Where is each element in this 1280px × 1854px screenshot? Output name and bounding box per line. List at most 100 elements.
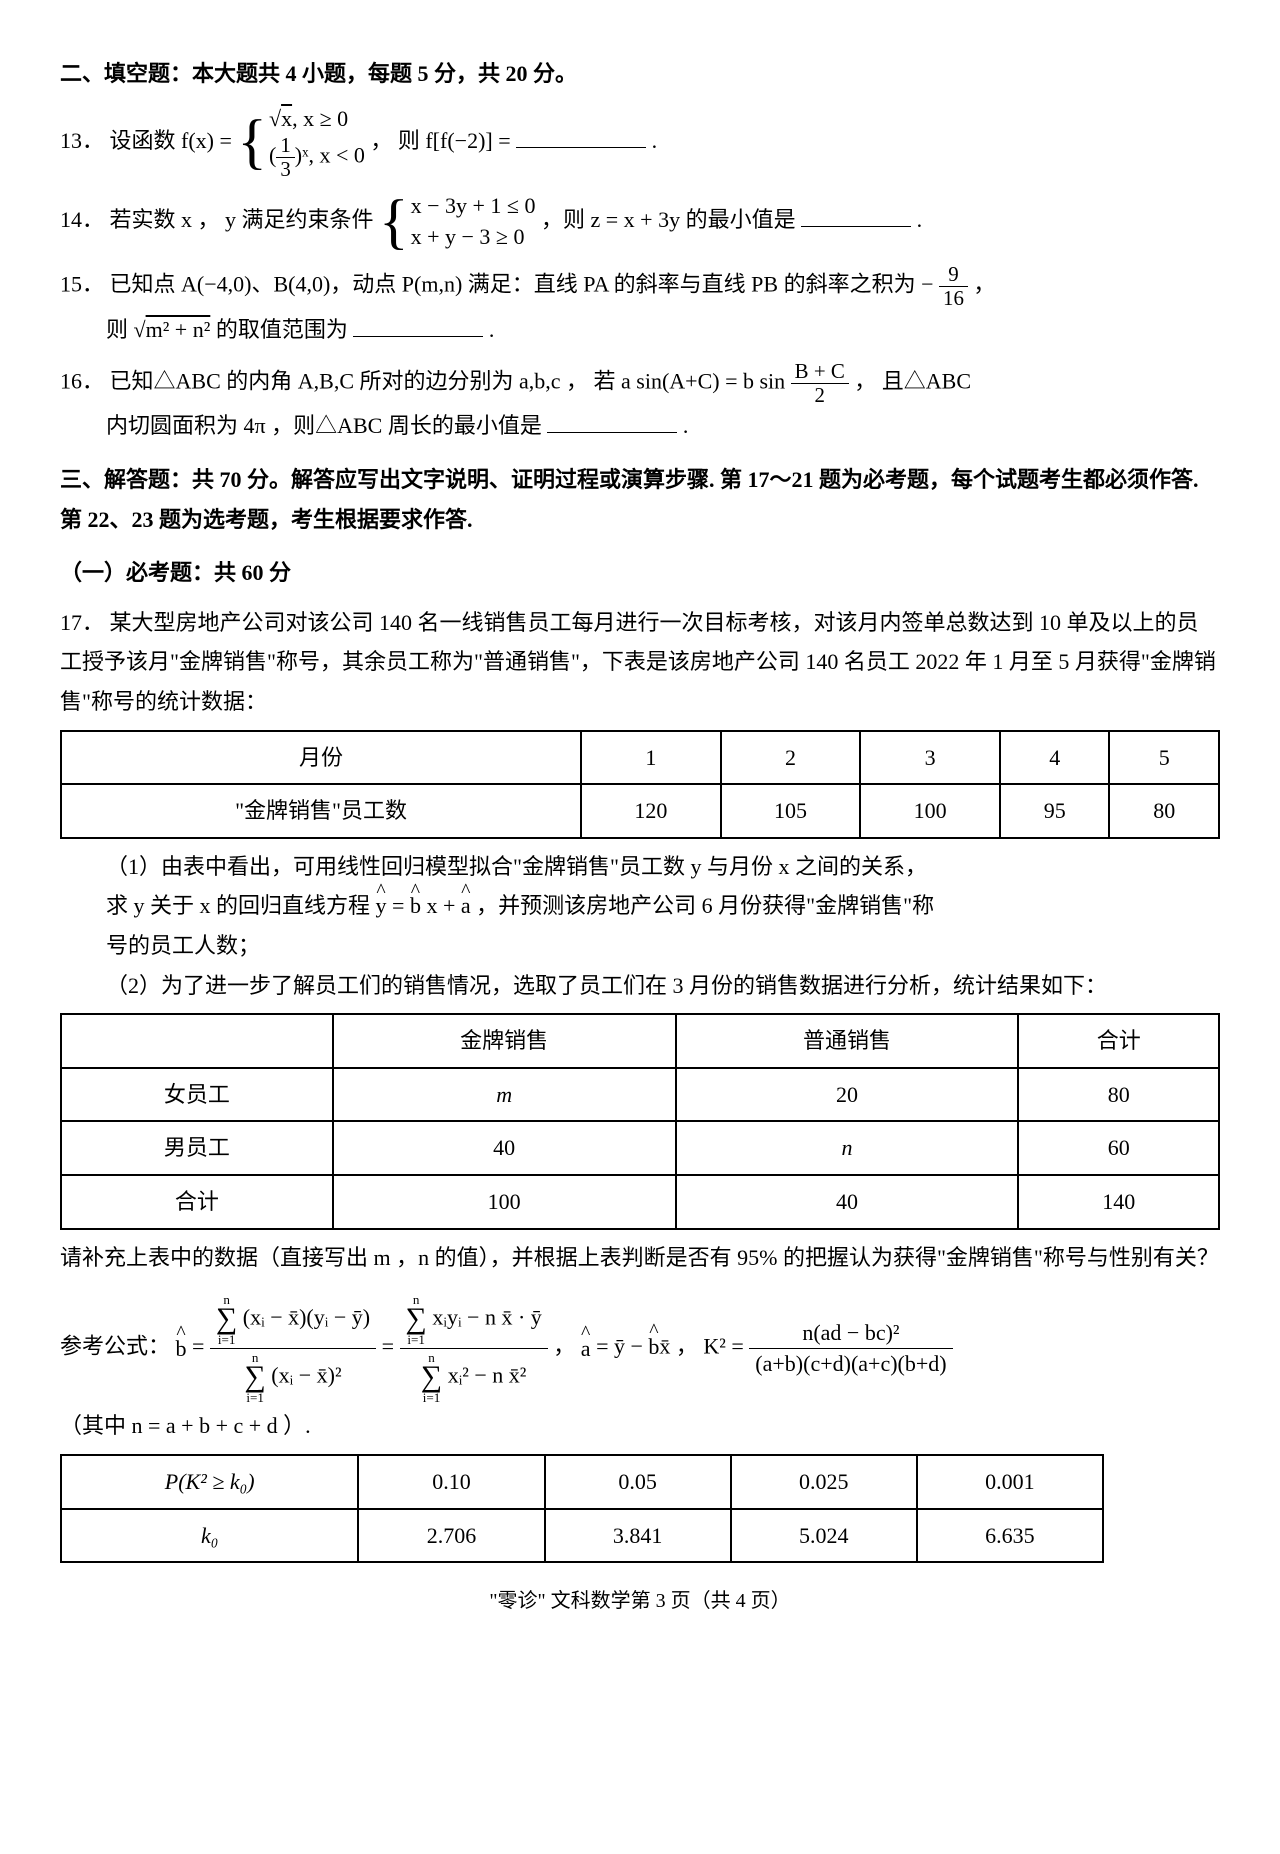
q16-end: . — [683, 413, 689, 438]
q13-r1-cond: , x ≥ 0 — [292, 106, 348, 131]
q15-blank[interactable] — [353, 314, 483, 337]
a-hat: a — [461, 886, 471, 926]
q14-r2: x + y − 3 ≥ 0 — [411, 222, 536, 253]
frac-num: 9 — [939, 263, 968, 287]
sqrt-arg: x — [281, 106, 292, 131]
td: 60 — [1018, 1121, 1219, 1175]
q14-system: { x − 3y + 1 ≤ 0 x + y − 3 ≥ 0 — [379, 191, 535, 253]
td: 40 — [333, 1121, 676, 1175]
td: k₀ — [61, 1509, 358, 1563]
q17-p1: 某大型房地产公司对该公司 140 名一线销售员工每月进行一次目标考核，对该月内签… — [60, 610, 1216, 714]
table-row: P(K² ≥ k₀) 0.10 0.05 0.025 0.001 — [61, 1455, 1103, 1509]
q13-end: . — [652, 128, 658, 153]
q14-r1: x − 3y + 1 ≤ 0 — [411, 191, 536, 222]
q16-num: 16． — [60, 368, 104, 393]
th: 0.10 — [358, 1455, 544, 1509]
q17-p2b-a: 求 y 关于 x 的回归直线方程 — [106, 893, 376, 918]
q13-pre: 设函数 f(x) = — [110, 128, 238, 153]
section-fill-heading: 二、填空题：本大题共 4 小题，每题 5 分，共 20 分。 — [60, 54, 1220, 94]
a-rhs: = ȳ − — [596, 1334, 648, 1359]
q17-p3: （2）为了进一步了解员工们的销售情况，选取了员工们在 3 月份的销售数据进行分析… — [106, 966, 1220, 1006]
td: 105 — [721, 784, 861, 838]
th: 普通销售 — [676, 1014, 1019, 1068]
q15-num: 15． — [60, 271, 104, 296]
td: 6.635 — [917, 1509, 1103, 1563]
frac-1: n∑i=1 (xᵢ − x̄)(yᵢ − ȳ) n∑i=1 (xᵢ − x̄)² — [210, 1291, 376, 1406]
th: 0.05 — [545, 1455, 731, 1509]
q14-blank[interactable] — [801, 204, 911, 227]
table-row: k₀ 2.706 3.841 5.024 6.635 — [61, 1509, 1103, 1563]
td: 120 — [581, 784, 721, 838]
b-hat: b — [176, 1329, 187, 1369]
th: 2 — [721, 731, 861, 785]
td: n — [676, 1121, 1019, 1175]
td: 100 — [333, 1175, 676, 1229]
th: P(K² ≥ k₀) — [61, 1455, 358, 1509]
frac-den: 16 — [939, 287, 968, 310]
td: 95 — [1000, 784, 1110, 838]
td: 5.024 — [731, 1509, 917, 1563]
eq: = — [382, 1334, 400, 1359]
td: 100 — [860, 784, 1000, 838]
q15-l1a: 已知点 A(−4,0)、B(4,0)，动点 P(m,n) 满足：直线 PA 的斜… — [110, 271, 934, 296]
table-row: 月份 1 2 3 4 5 — [61, 731, 1219, 785]
sqrt-sign: √ — [269, 106, 281, 131]
q17-num: 17． — [60, 610, 104, 635]
td: 40 — [676, 1175, 1019, 1229]
question-14: 14． 若实数 x ， y 满足约束条件 { x − 3y + 1 ≤ 0 x … — [60, 191, 1220, 253]
y-hat: y — [376, 886, 387, 926]
question-15: 15． 已知点 A(−4,0)、B(4,0)，动点 P(m,n) 满足：直线 P… — [60, 263, 1220, 350]
th: 5 — [1109, 731, 1219, 785]
q14-end: . — [917, 207, 923, 232]
b-hat: b — [648, 1327, 659, 1367]
td: 男员工 — [61, 1121, 333, 1175]
table-gender: 金牌销售 普通销售 合计 女员工 m 20 80 男员工 40 n 60 合计 … — [60, 1013, 1220, 1229]
b-hat: b — [410, 886, 421, 926]
td: 20 — [676, 1068, 1019, 1122]
table-row: 男员工 40 n 60 — [61, 1121, 1219, 1175]
table-row: "金牌销售"员工数 120 105 100 95 80 — [61, 784, 1219, 838]
q17-note: （其中 n = a + b + c + d ）. — [60, 1406, 1220, 1446]
td: 3.841 — [545, 1509, 731, 1563]
th: 1 — [581, 731, 721, 785]
eq: = — [192, 1334, 210, 1359]
td: 80 — [1018, 1068, 1219, 1122]
a-hat: a — [581, 1329, 591, 1369]
q16-l1a: 已知△ABC 的内角 A,B,C 所对的边分别为 a,b,c ， 若 a sin… — [110, 368, 786, 393]
frac-num: 1 — [276, 134, 294, 158]
q14-pre: 若实数 x ， y 满足约束条件 — [110, 207, 374, 232]
left-brace: { — [237, 118, 267, 167]
td: 合计 — [61, 1175, 333, 1229]
question-16: 16． 已知△ABC 的内角 A,B,C 所对的边分别为 a,b,c ， 若 a… — [60, 360, 1220, 447]
f1-num: (xᵢ − x̄)(yᵢ − ȳ) — [243, 1305, 370, 1330]
q14-num: 14． — [60, 207, 104, 232]
q13-num: 13． — [60, 128, 104, 153]
td: "金牌销售"员工数 — [61, 784, 581, 838]
q13-r2-cond: )ˣ, x < 0 — [295, 143, 365, 168]
q15-end: . — [489, 317, 495, 342]
q17-p2c: 号的员工人数； — [106, 926, 1220, 966]
f2-den: xᵢ² − n x̄² — [448, 1363, 527, 1388]
th: 金牌销售 — [333, 1014, 676, 1068]
th — [61, 1014, 333, 1068]
th: 3 — [860, 731, 1000, 785]
th: 月份 — [61, 731, 581, 785]
q16-l1b: ， 且△ABC — [854, 368, 971, 393]
question-13: 13． 设函数 f(x) = { √x, x ≥ 0 (13)ˣ, x < 0 … — [60, 104, 1220, 182]
q15-l2b: 的取值范围为 — [216, 317, 354, 342]
table-row: 合计 100 40 140 — [61, 1175, 1219, 1229]
frac-den: 3 — [276, 158, 294, 181]
frac-num: B + C — [791, 360, 849, 384]
th: 合计 — [1018, 1014, 1219, 1068]
td: 2.706 — [358, 1509, 544, 1563]
page-footer: "零诊" 文科数学第 3 页（共 4 页） — [60, 1583, 1220, 1619]
frac-k: n(ad − bc)² (a+b)(c+d)(a+c)(b+d) — [749, 1318, 952, 1380]
xbar: x̄ — [659, 1334, 670, 1359]
q13-blank[interactable] — [516, 125, 646, 148]
q14-post: ，则 z = x + 3y 的最小值是 — [541, 207, 796, 232]
paren-open: ( — [269, 143, 276, 168]
table-row: 金牌销售 普通销售 合计 — [61, 1014, 1219, 1068]
q16-blank[interactable] — [547, 410, 677, 433]
f2-num: xᵢyᵢ − n x̄ · ȳ — [432, 1305, 541, 1330]
table-k: P(K² ≥ k₀) 0.10 0.05 0.025 0.001 k₀ 2.70… — [60, 1454, 1104, 1563]
